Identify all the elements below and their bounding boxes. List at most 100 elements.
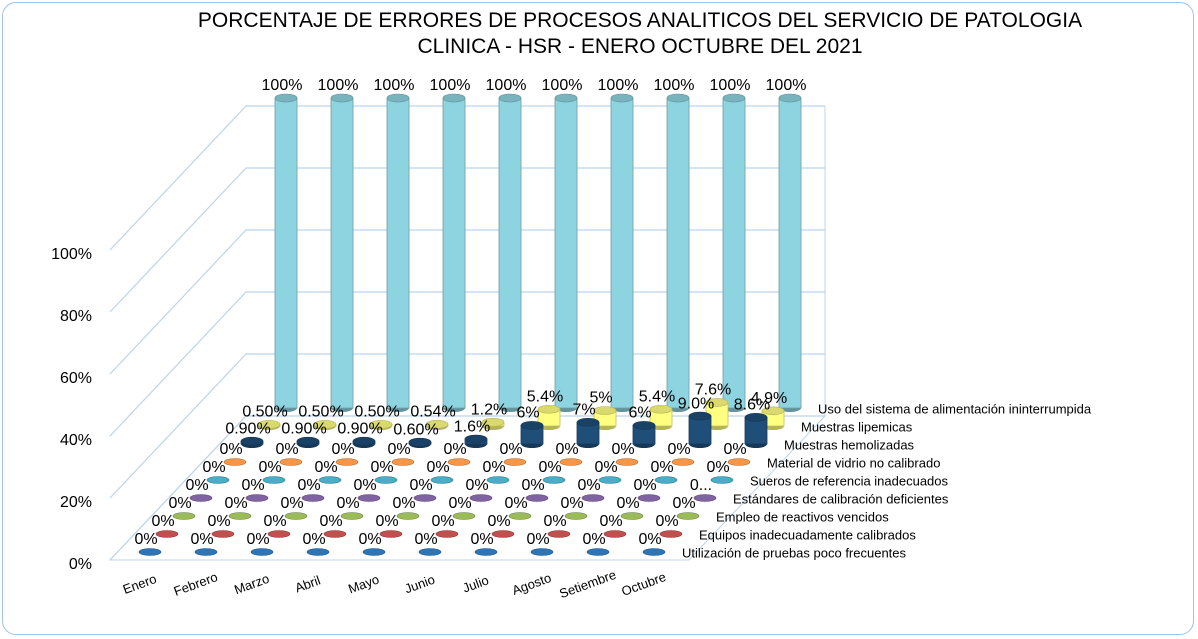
bar bbox=[586, 548, 610, 556]
grid-line bbox=[109, 415, 825, 561]
bar-top bbox=[632, 421, 656, 430]
data-label: 0.54% bbox=[410, 404, 455, 421]
y-tick-label: 20% bbox=[60, 494, 92, 511]
data-label: 0% bbox=[258, 459, 281, 476]
bar bbox=[564, 512, 588, 520]
bar bbox=[374, 476, 398, 484]
bar bbox=[262, 476, 286, 484]
bar bbox=[452, 512, 476, 520]
bar bbox=[418, 548, 442, 556]
bar-disc bbox=[267, 530, 291, 538]
bar-disc bbox=[598, 476, 622, 484]
bar bbox=[155, 530, 179, 538]
data-label: 0% bbox=[263, 513, 286, 530]
bar bbox=[525, 494, 549, 502]
data-label: 0% bbox=[499, 441, 522, 458]
y-tick-label: 100% bbox=[51, 246, 92, 263]
data-label: 0% bbox=[465, 477, 488, 494]
data-label: 0% bbox=[358, 531, 381, 548]
data-label: 4.9% bbox=[751, 390, 787, 407]
bar bbox=[659, 530, 683, 538]
bar bbox=[228, 512, 252, 520]
data-label: 0% bbox=[526, 531, 549, 548]
data-label: 0% bbox=[219, 441, 242, 458]
bar-disc bbox=[486, 476, 510, 484]
data-label: 0% bbox=[672, 495, 695, 512]
data-label: 0% bbox=[470, 531, 493, 548]
bar-disc bbox=[474, 548, 498, 556]
bar bbox=[447, 458, 471, 466]
bar bbox=[615, 458, 639, 466]
back-wall bbox=[110, 106, 246, 560]
data-label: 0% bbox=[538, 459, 561, 476]
bar-disc bbox=[503, 458, 527, 466]
bar bbox=[357, 494, 381, 502]
bar bbox=[369, 420, 393, 430]
data-label: 9.0% bbox=[678, 395, 714, 412]
bar bbox=[250, 548, 274, 556]
data-label: 0% bbox=[555, 441, 578, 458]
bar bbox=[223, 458, 247, 466]
bar-top bbox=[498, 93, 522, 103]
data-label: 0% bbox=[319, 513, 342, 530]
data-label: 8.6% bbox=[734, 397, 770, 414]
data-label: 6% bbox=[516, 405, 539, 422]
bar-disc bbox=[379, 530, 403, 538]
bar bbox=[340, 512, 364, 520]
legend-label: Material de vidrio no calibrado bbox=[767, 455, 940, 470]
legend-label: Muestras lipemicas bbox=[801, 419, 913, 434]
bar-top bbox=[649, 404, 673, 414]
bar-top bbox=[744, 413, 768, 422]
bar-disc bbox=[223, 458, 247, 466]
data-label: 100% bbox=[486, 77, 527, 94]
data-label: 0.90% bbox=[225, 420, 270, 437]
data-label: 0% bbox=[723, 441, 746, 458]
x-tick-label: Marzo bbox=[232, 571, 271, 597]
data-label: 0% bbox=[650, 459, 673, 476]
legend-label: Empleo de reactivos vencidos bbox=[716, 509, 889, 524]
bar-body bbox=[778, 97, 802, 409]
bar bbox=[330, 93, 354, 412]
x-tick-label: Abril bbox=[293, 572, 323, 595]
bar bbox=[620, 512, 644, 520]
data-label: 1.2% bbox=[471, 401, 507, 418]
data-label: 0% bbox=[521, 477, 544, 494]
bar bbox=[547, 530, 571, 538]
legend-label: Equipos inadecuadamente calibrados bbox=[699, 527, 916, 542]
data-label: 100% bbox=[430, 77, 471, 94]
bar bbox=[481, 417, 505, 430]
data-label: 0% bbox=[336, 495, 359, 512]
bar-disc bbox=[430, 476, 454, 484]
bar-top bbox=[274, 93, 298, 103]
bar-top bbox=[761, 406, 785, 416]
data-label: 7.6% bbox=[695, 382, 731, 399]
data-label: 5% bbox=[589, 390, 612, 407]
bar bbox=[637, 494, 661, 502]
bar-disc bbox=[284, 512, 308, 520]
bar-disc bbox=[262, 476, 286, 484]
bar-top bbox=[369, 420, 393, 429]
data-label: 0% bbox=[168, 495, 191, 512]
bar-disc bbox=[206, 476, 230, 484]
bar-top bbox=[537, 404, 561, 414]
x-tick-label: Octubre bbox=[619, 569, 668, 599]
bar-disc bbox=[469, 494, 493, 502]
data-label: 0% bbox=[426, 459, 449, 476]
bar-disc bbox=[637, 494, 661, 502]
bar-disc bbox=[279, 458, 303, 466]
grid-line bbox=[109, 229, 825, 375]
bar-disc bbox=[340, 512, 364, 520]
bar bbox=[508, 512, 532, 520]
bar bbox=[642, 548, 666, 556]
bar bbox=[761, 406, 785, 430]
bar-disc bbox=[642, 548, 666, 556]
bar-top bbox=[554, 93, 578, 103]
bar-disc bbox=[189, 494, 213, 502]
data-label: 1.6% bbox=[454, 418, 490, 435]
bar-disc bbox=[452, 512, 476, 520]
bar bbox=[576, 417, 600, 448]
data-label: 0% bbox=[387, 441, 410, 458]
data-label: 0% bbox=[633, 477, 656, 494]
bar-disc bbox=[228, 512, 252, 520]
